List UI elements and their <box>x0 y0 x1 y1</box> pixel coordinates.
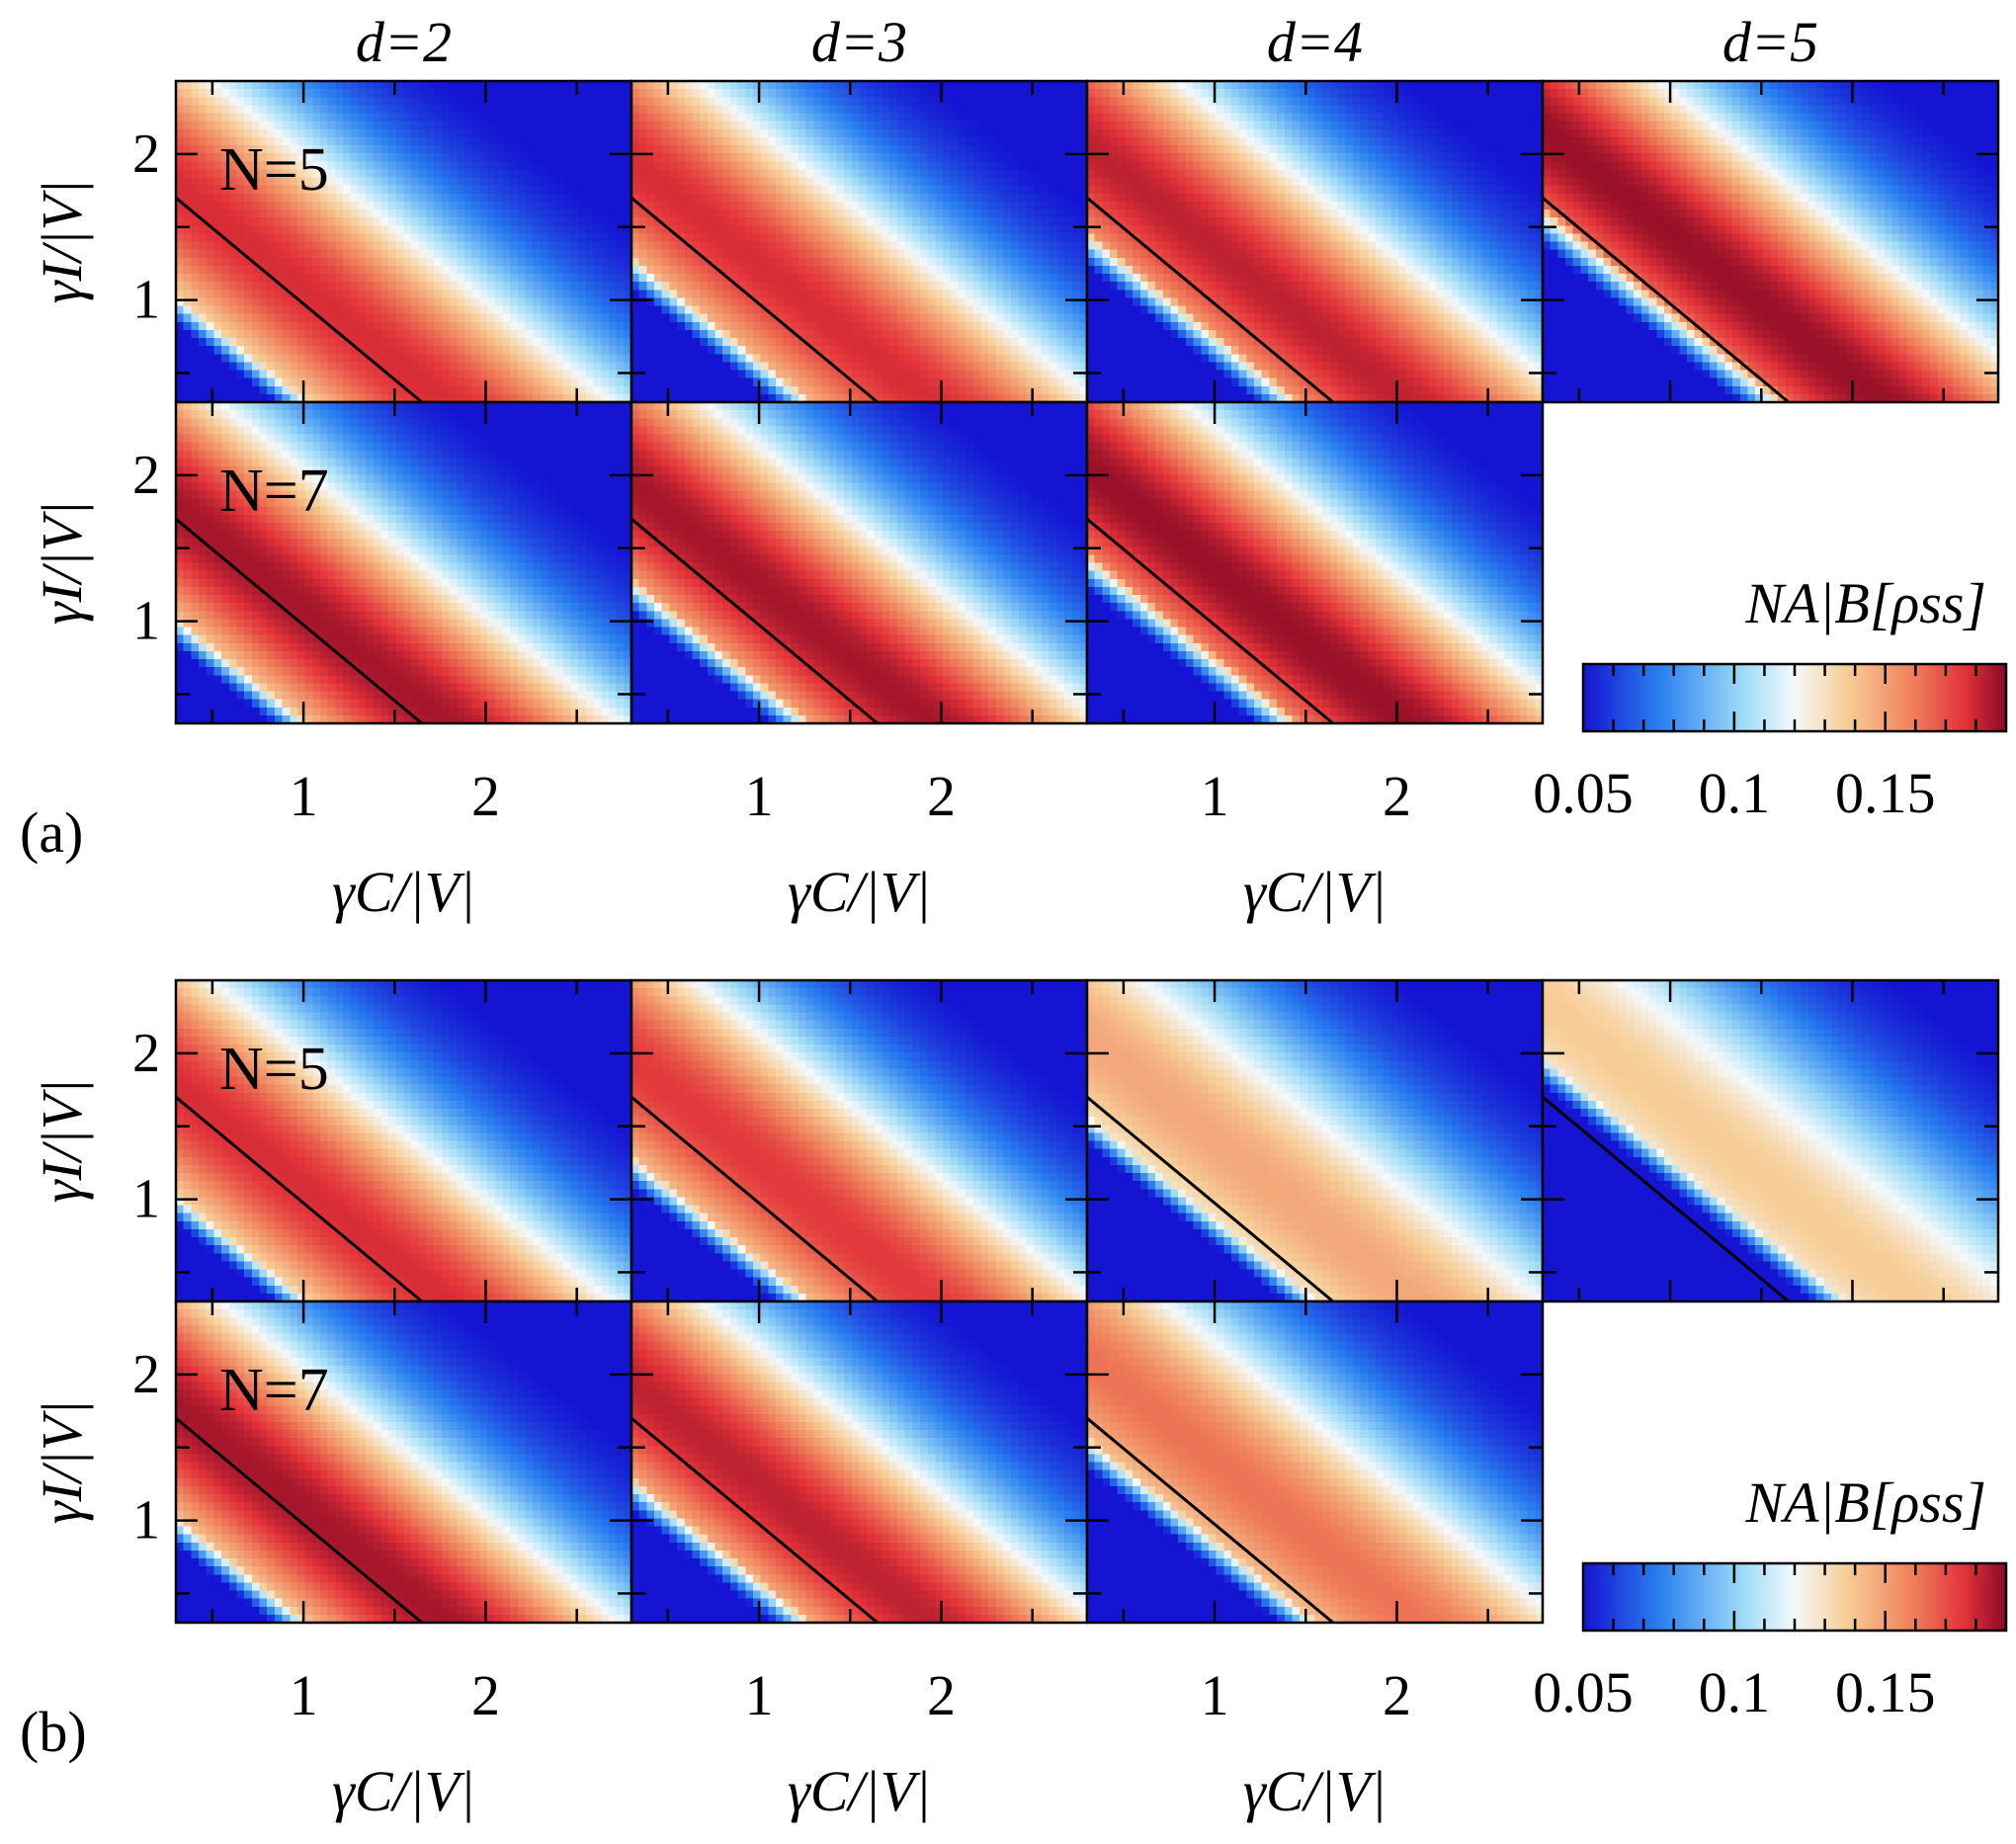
heatmap-subplot <box>1541 978 2000 1303</box>
boundary-line <box>630 1417 879 1625</box>
boundary-line <box>630 518 879 725</box>
heatmap-subplot <box>630 1299 1089 1625</box>
heatmap-cells <box>631 1301 1087 1623</box>
heatmap-subplot <box>1085 400 1545 725</box>
column-header: d=4 <box>1267 10 1363 74</box>
row-label: N=7 <box>219 458 329 525</box>
x-tick-label: 2 <box>927 764 956 828</box>
colorbar-label: NA|B[ρss] <box>1744 571 1986 635</box>
x-tick-label: 1 <box>1201 1663 1229 1727</box>
boundary-line <box>630 1096 879 1303</box>
x-axis-label: γC/|V| <box>1243 1759 1386 1823</box>
colorbar: 0.05 0.1 0.15 NA|B[ρss] <box>1533 1470 2008 1724</box>
x-tick-label: 2 <box>927 1663 956 1727</box>
heatmap-cells <box>1543 980 1998 1301</box>
colorbar-tick-label: 0.1 <box>1699 1660 1771 1724</box>
colorbar: 0.05 0.1 0.15 NA|B[ρss] <box>1533 571 2008 825</box>
heatmap-cells <box>631 980 1087 1301</box>
heatmap-cells <box>1087 81 1543 402</box>
y-axis-label: γI/|V| <box>30 1400 94 1525</box>
heatmap-cells <box>176 1301 631 1623</box>
subplot-frame <box>1085 1299 1545 1625</box>
colorbar-tick-label: 0.1 <box>1699 761 1771 825</box>
x-tick-label: 1 <box>1201 764 1229 828</box>
heatmap-subplot <box>1085 79 1545 404</box>
boundary-line <box>1086 518 1334 725</box>
x-axis-label: γC/|V| <box>332 1759 475 1823</box>
colorbar-tick-label: 0.05 <box>1533 1660 1634 1724</box>
x-axis-label: γC/|V| <box>332 860 475 924</box>
x-tick-label: 1 <box>745 764 774 828</box>
heatmap-subplot: N=5 <box>174 978 633 1303</box>
colorbar-tick-label: 0.05 <box>1533 761 1634 825</box>
x-tick-label: 1 <box>745 1663 774 1727</box>
y-axis-label: γI/|V| <box>30 1079 94 1204</box>
y-tick-label: 2 <box>132 1344 160 1405</box>
y-tick-label: 1 <box>132 1169 160 1230</box>
y-tick-label: 2 <box>132 445 160 506</box>
boundary-line <box>175 518 423 725</box>
y-tick-label: 2 <box>132 124 160 185</box>
boundary-line <box>1542 1096 1790 1303</box>
heatmap-subplot <box>1085 978 1545 1303</box>
heatmap-cells <box>1087 980 1543 1301</box>
panel-label: (a) <box>20 800 83 865</box>
y-tick-label: 1 <box>132 270 160 331</box>
heatmap-subplot: N=5 <box>174 79 633 404</box>
row-label: N=5 <box>219 136 329 204</box>
panel-label: (b) <box>20 1700 87 1764</box>
boundary-line <box>1086 1417 1334 1625</box>
boundary-line <box>1542 197 1790 404</box>
heatmap-subplot <box>630 400 1089 725</box>
x-tick-label: 2 <box>1383 1663 1411 1727</box>
subplot-frame <box>1085 400 1545 725</box>
boundary-line <box>1086 1096 1334 1303</box>
y-tick-label: 1 <box>132 1490 160 1551</box>
heatmap-cells <box>176 81 631 402</box>
colorbar-tick-label: 0.15 <box>1835 761 1936 825</box>
boundary-line <box>1086 197 1334 404</box>
x-tick-label: 2 <box>471 1663 500 1727</box>
x-axis-label: γC/|V| <box>788 1759 931 1823</box>
heatmap-subplot <box>630 978 1089 1303</box>
boundary-line <box>175 1417 423 1625</box>
heatmap-subplot: N=7 <box>174 400 633 725</box>
heatmap-subplot <box>630 79 1089 404</box>
x-tick-label: 1 <box>290 1663 318 1727</box>
boundary-line <box>630 197 879 404</box>
x-tick-label: 2 <box>471 764 500 828</box>
y-axis-label: γI/|V| <box>30 180 94 304</box>
heatmap-cells <box>1543 81 1998 402</box>
colorbar-label: NA|B[ρss] <box>1744 1470 1986 1535</box>
heatmap-subplot: N=7 <box>174 1299 633 1625</box>
heatmap-subplot <box>1085 1299 1545 1625</box>
column-header: d=2 <box>356 10 452 74</box>
heatmap-cells <box>1087 1301 1543 1623</box>
subplot-frame <box>1541 79 2000 404</box>
subplot-frame <box>1541 978 2000 1303</box>
heatmap-cells <box>176 402 631 723</box>
heatmap-cells <box>176 980 631 1301</box>
boundary-line <box>175 197 423 404</box>
row-label: N=5 <box>219 1036 329 1103</box>
y-tick-label: 1 <box>132 591 160 652</box>
x-tick-label: 1 <box>290 764 318 828</box>
y-axis-label: γI/|V| <box>30 501 94 626</box>
heatmap-subplot <box>1541 79 2000 404</box>
heatmap-cells <box>631 81 1087 402</box>
heatmap-cells <box>631 402 1087 723</box>
x-axis-label: γC/|V| <box>1243 860 1386 924</box>
boundary-line <box>175 1096 423 1303</box>
x-tick-label: 2 <box>1383 764 1411 828</box>
row-label: N=7 <box>219 1357 329 1424</box>
column-header: d=5 <box>1722 10 1818 74</box>
x-axis-label: γC/|V| <box>788 860 931 924</box>
y-tick-label: 2 <box>132 1023 160 1084</box>
colorbar-tick-label: 0.15 <box>1835 1660 1936 1724</box>
column-header: d=3 <box>811 10 907 74</box>
heatmap-cells <box>1087 402 1543 723</box>
